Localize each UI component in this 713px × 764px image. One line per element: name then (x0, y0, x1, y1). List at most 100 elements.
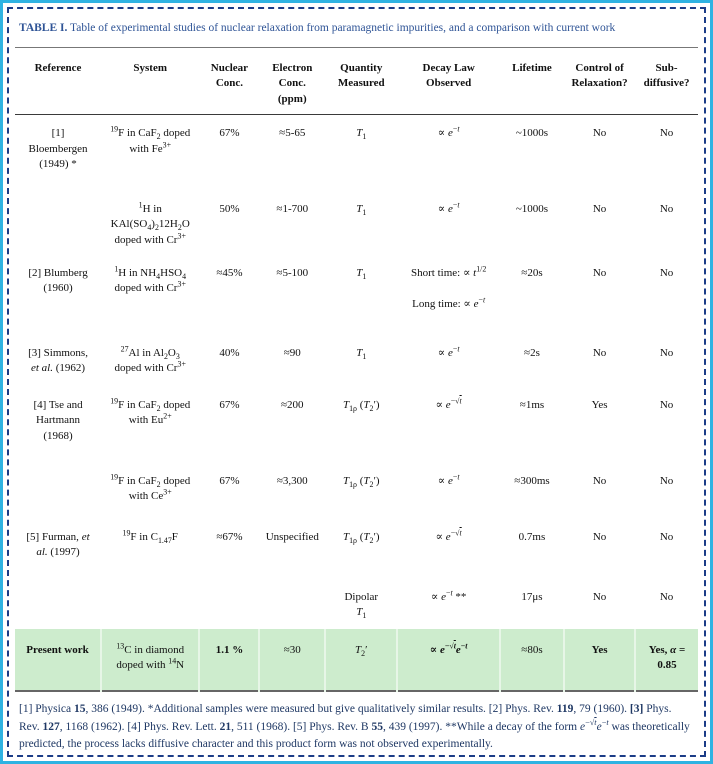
table-cell: 67% (219, 127, 240, 140)
table-cell: [1] Bloembergen (1949) * (28, 127, 88, 171)
table-cell: ∝ e−t (437, 124, 460, 140)
table-cell: ∝ e−√t (435, 528, 462, 543)
table-cell: Yes (591, 398, 608, 411)
table-row: 19F in CaF2 doped with Ce3+ 67% ≈3,300 T1ρ (… (15, 463, 698, 519)
table-cell: T1ρ (T2′) (342, 398, 380, 414)
table-cell: 0.7ms (518, 530, 546, 543)
table-row: [5] Furman, et al. (1997) 19F in C1.47F ≈67… (15, 519, 698, 579)
table-cell: Yes (563, 628, 636, 691)
table-cell: Present work (26, 643, 89, 656)
table-cell: ~1000s (515, 202, 549, 215)
table-cell: No (659, 530, 674, 543)
column-header: Electron Conc. (ppm) (259, 47, 326, 116)
column-header: System (101, 47, 200, 116)
column-header: Sub-diffusive? (635, 47, 698, 116)
table-row: 1H in KAl(SO4)212H2O doped with Cr3+ 50% ≈1-… (15, 191, 698, 255)
table-cell: ≈67% (216, 530, 243, 543)
table-cell: T1 (356, 266, 367, 282)
table-cell: [5] Furman, et al. (1997) (26, 530, 90, 559)
table-cell: T1 (356, 202, 367, 218)
table-body: [1] Bloembergen (1949) * 19F in CaF2 doped w… (15, 115, 698, 691)
table-cell (199, 579, 259, 629)
table-cell: No (659, 398, 674, 411)
table-cell: No (592, 346, 607, 359)
table-cell (15, 191, 101, 255)
table-cell: T2′ (324, 628, 398, 691)
table-cell: No (659, 266, 674, 279)
table-cell: T1 (356, 346, 367, 362)
table-cell: 19F in CaF2 doped with Fe3+ (110, 124, 191, 155)
table-cell: T1ρ (T2′) (342, 474, 380, 490)
table-cell (15, 579, 101, 629)
table-cell: ≈90 (283, 346, 301, 359)
table-cell: [2] Blumberg (1960) (28, 266, 88, 295)
table-cell: [4] Tse and Hartmann (1968) (33, 398, 83, 442)
column-header: Decay Law Observed (397, 47, 500, 116)
table-cell: No (659, 127, 674, 140)
table-cell: ≈2s (524, 346, 540, 359)
table-cell: 67% (219, 474, 240, 487)
table-cell: ∝ e−√t (435, 396, 462, 411)
table-cell: No (592, 202, 607, 215)
table-cell: No (659, 346, 674, 359)
table-cell: ~1000s (515, 127, 549, 140)
table-cell: ≈45% (216, 266, 243, 279)
dashed-frame: TABLE I. Table of experimental studies o… (7, 7, 706, 757)
table-cell: Yes, α = 0.85 (634, 628, 698, 691)
table-header: Reference System Nuclear Conc. Electron Conc.… (15, 47, 698, 116)
table-cell: No (592, 530, 607, 543)
table-cell: 1.1 % (198, 628, 260, 691)
table-cell (101, 579, 199, 629)
table-caption: TABLE I. Table of experimental studies o… (15, 15, 698, 47)
table-cell: ∝ e−t (437, 200, 460, 215)
column-header: Control of Relaxation? (564, 47, 636, 116)
table-cell: 17μs (521, 590, 543, 603)
table-cell: No (659, 590, 674, 603)
table-cell: ≈80s (498, 628, 565, 691)
column-header: Nuclear Conc. (199, 47, 260, 116)
table-cell (259, 579, 325, 629)
table-number-label: TABLE I. (19, 22, 68, 34)
table-cell: ∝ e−t (437, 472, 460, 487)
table-cell: No (592, 590, 607, 603)
table-row: Dipolar T1 ∝ e−t ** 17μs No No (15, 579, 698, 629)
table-cell: ∝ e−√te−t (396, 628, 500, 691)
table-cell: T1 (356, 127, 367, 142)
table-row: [4] Tse and Hartmann (1968) 19F in CaF2 dop… (15, 387, 698, 463)
table-cell: [3] Simmons, et al. (1962) (28, 346, 88, 375)
experiments-table: Reference System Nuclear Conc. Electron Conc.… (15, 46, 698, 692)
table-caption-text: Table of experimental studies of nuclear… (70, 22, 616, 34)
table-cell: No (659, 474, 674, 487)
table-cell: 1H in NH4HSO4 doped with Cr3+ (114, 264, 187, 295)
table-cell: T1ρ (T2′) (342, 530, 380, 546)
table-cell: ∝ e−t ** (430, 588, 467, 603)
table-cell: 27Al in Al2O3 doped with Cr3+ (114, 344, 186, 375)
table-cell: ≈30 (258, 628, 326, 691)
table-cell: No (592, 474, 607, 487)
table-cell: No (592, 266, 607, 279)
footnote: [1] Physica 15, 386 (1949). *Additional … (19, 702, 690, 751)
table-cell: 19F in CaF2 doped with Eu2+ (110, 396, 191, 427)
table-cell: No (659, 202, 674, 215)
table-cell: No (592, 127, 607, 140)
table-cell: ≈200 (280, 398, 304, 411)
table-cell: 40% (219, 346, 240, 359)
table-cell: ≈1-700 (276, 202, 309, 215)
table-cell: Dipolar T1 (344, 590, 379, 621)
table-cell: ≈5-100 (276, 266, 309, 279)
table-cell: 1H in KAl(SO4)212H2O doped with Cr3+ (110, 200, 190, 246)
table-cell: ≈20s (521, 266, 543, 279)
table-cell: 67% (219, 398, 240, 411)
table-cell: ≈5-65 (279, 127, 306, 140)
header-row: Reference System Nuclear Conc. Electron Conc.… (15, 47, 698, 116)
column-header: Lifetime (499, 47, 565, 116)
table-cell: ≈1ms (519, 398, 545, 411)
column-header: Quantity Measured (325, 47, 398, 116)
table-cell: Short time: ∝ t1/2 Long time: ∝ e−t (411, 264, 487, 310)
table-cell: 19F in CaF2 doped with Ce3+ (110, 472, 191, 503)
table-cell: 19F in C1.47F (122, 528, 178, 546)
table-cell: ≈300ms (514, 474, 550, 487)
table-row: [2] Blumberg (1960) 1H in NH4HSO4 doped wit… (15, 255, 698, 335)
table-cell: ≈3,300 (276, 474, 308, 487)
table-cell: Unspecified (265, 530, 319, 543)
